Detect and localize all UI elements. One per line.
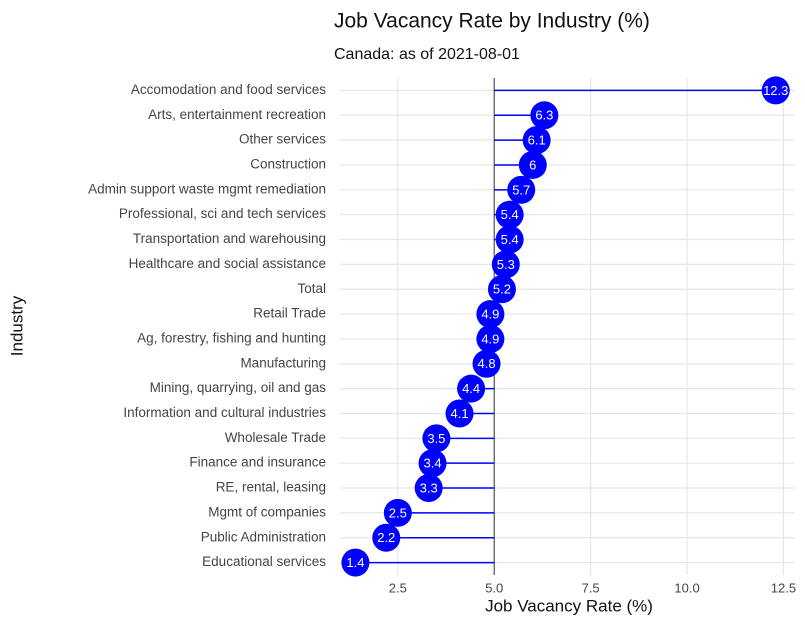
- dot: [518, 150, 547, 179]
- value-label: 1.4: [346, 555, 364, 570]
- y-tick-label: Admin support waste mgmt remediation: [88, 181, 326, 196]
- value-label: 4.9: [481, 331, 499, 346]
- dot: [476, 300, 505, 329]
- dot: [761, 76, 790, 105]
- y-tick-label: Mining, quarrying, oil and gas: [150, 380, 327, 395]
- y-tick-label: Mgmt of companies: [208, 504, 326, 519]
- value-label: 6: [529, 157, 536, 172]
- dot: [476, 324, 505, 353]
- x-axis-label: Job Vacancy Rate (%): [485, 596, 653, 615]
- value-label: 2.2: [377, 530, 395, 545]
- y-tick-label: Arts, entertainment recreation: [148, 107, 326, 122]
- value-label: 4.4: [462, 381, 480, 396]
- y-tick-label: Construction: [250, 157, 326, 172]
- chart-title: Job Vacancy Rate by Industry (%): [334, 10, 650, 33]
- dot: [530, 101, 559, 130]
- value-label: 4.9: [481, 307, 499, 322]
- dot: [522, 126, 551, 155]
- value-label: 3.5: [427, 431, 445, 446]
- y-tick-label: Ag, forestry, fishing and hunting: [137, 330, 326, 345]
- dot: [422, 424, 451, 453]
- value-label: 5.4: [501, 232, 519, 247]
- dot: [341, 548, 370, 577]
- y-tick-label: Healthcare and social assistance: [129, 256, 326, 271]
- y-tick-label: Manufacturing: [240, 355, 326, 370]
- value-label: 3.4: [424, 456, 442, 471]
- x-tick-label: 2.5: [389, 580, 407, 595]
- y-tick-label: Public Administration: [201, 529, 326, 544]
- y-tick-label: Total: [297, 281, 326, 296]
- y-axis-label: Industry: [7, 295, 26, 356]
- y-tick-label: Accomodation and food services: [131, 82, 326, 97]
- x-tick-label: 5.0: [485, 580, 503, 595]
- chart-subtitle: Canada: as of 2021-08-01: [334, 46, 520, 63]
- value-label: 3.3: [420, 480, 438, 495]
- value-label: 12.3: [763, 83, 788, 98]
- y-tick-label: Other services: [239, 132, 326, 147]
- value-label: 5.4: [501, 207, 519, 222]
- y-tick-label: Professional, sci and tech services: [119, 206, 326, 221]
- value-label: 5.7: [512, 182, 530, 197]
- value-label: 2.5: [389, 505, 407, 520]
- x-tick-label: 7.5: [582, 580, 600, 595]
- dot: [414, 474, 443, 503]
- dot: [472, 349, 501, 378]
- dot: [487, 275, 516, 304]
- y-tick-label: Finance and insurance: [189, 455, 326, 470]
- dot: [372, 523, 401, 552]
- y-tick-label: Information and cultural industries: [123, 405, 326, 420]
- value-label: 6.3: [535, 108, 553, 123]
- value-label: 6.1: [528, 133, 546, 148]
- dot: [457, 374, 486, 403]
- dot: [491, 250, 520, 279]
- value-label: 4.1: [450, 406, 468, 421]
- value-label: 5.2: [493, 282, 511, 297]
- y-tick-label: Retail Trade: [253, 306, 326, 321]
- value-label: 4.8: [477, 356, 495, 371]
- y-tick-label: Educational services: [202, 554, 326, 569]
- dot: [445, 399, 474, 428]
- dot: [495, 200, 524, 229]
- dot: [418, 449, 447, 478]
- x-tick-label: 10.0: [674, 580, 699, 595]
- value-label: 5.3: [497, 257, 515, 272]
- dot: [383, 498, 412, 527]
- y-tick-label: RE, rental, leasing: [216, 480, 326, 495]
- dot: [495, 225, 524, 254]
- y-tick-label: Wholesale Trade: [225, 430, 326, 445]
- x-tick-label: 12.5: [771, 580, 796, 595]
- dot: [507, 175, 536, 204]
- y-tick-label: Transportation and warehousing: [133, 231, 326, 246]
